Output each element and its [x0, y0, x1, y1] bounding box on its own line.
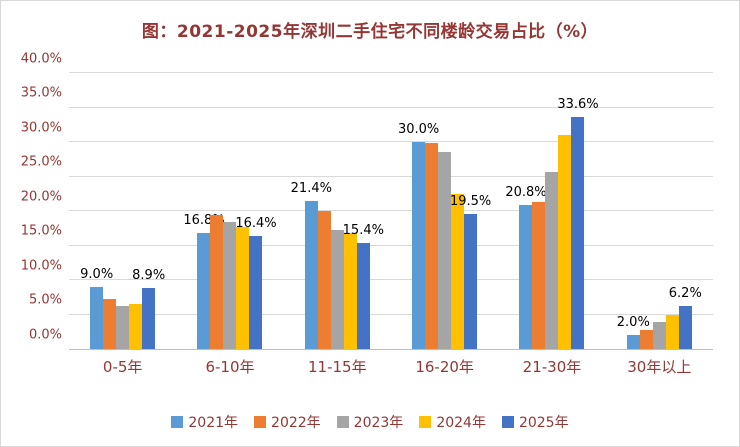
x-axis-label: 0-5年	[102, 358, 143, 376]
category-group: 16.8% 16.4% 6-10年	[176, 73, 283, 376]
bar-value-label: 19.5%	[449, 194, 492, 210]
bar	[425, 142, 439, 349]
y-axis-tick-label: 10.0%	[20, 258, 62, 273]
y-axis-tick-label: 0.0%	[28, 327, 62, 342]
bar: 6.2%	[669, 286, 702, 349]
y-axis-tick-label: 15.0%	[20, 223, 62, 239]
x-axis-label: 16-20年	[415, 358, 474, 376]
gridline	[69, 313, 713, 315]
y-axis-tick-label: 5.0%	[28, 292, 62, 308]
bar	[639, 329, 653, 349]
category-group: 21.4% 15.4% 11-15年	[284, 73, 391, 376]
bar: 33.6%	[557, 97, 599, 349]
legend-marker	[254, 416, 267, 428]
legend-item: 2023年	[336, 412, 404, 432]
bar-value-label: 8.9%	[132, 267, 166, 283]
bar	[558, 135, 572, 349]
bar-groups: 9.0% 8.9% 0-5年 16.8% 16.4% 6-10年 21.4% 15.4% 11-…	[69, 73, 713, 376]
chart-title: 图：2021-2025年深圳二手住宅不同楼龄交易占比（%）	[141, 22, 599, 42]
bar	[343, 233, 357, 349]
bar	[236, 226, 250, 349]
bar: 9.0%	[80, 267, 113, 349]
x-axis-label: 30年以上	[627, 358, 692, 376]
legend-label: 2025年	[518, 415, 569, 431]
y-axis-tick-label: 20.0%	[20, 189, 62, 204]
legend-label: 2021年	[188, 415, 239, 431]
gridline	[69, 106, 713, 108]
y-axis-tick-label: 40.0%	[20, 51, 62, 66]
bar: 16.8%	[183, 213, 225, 349]
bar: 2.0%	[617, 315, 650, 349]
legend: 2021年 2022年 2023年 2024年 2025年	[1, 412, 739, 432]
bar-value-label: 20.8%	[505, 185, 547, 201]
legend-label: 2024年	[436, 415, 486, 431]
bar-value-label: 9.0%	[80, 266, 114, 282]
bar-value-label: 21.4%	[290, 181, 332, 197]
gridline	[69, 279, 713, 280]
gridline	[69, 72, 713, 73]
x-axis-label: 11-15年	[308, 358, 367, 376]
bar	[129, 304, 143, 349]
bar-value-label: 15.4%	[342, 222, 384, 238]
bar: 16.4%	[235, 216, 277, 349]
bar: 8.9%	[132, 268, 165, 349]
bar	[330, 230, 344, 349]
bar: 15.4%	[343, 223, 384, 349]
legend-label: 2022年	[271, 415, 321, 431]
gridline	[69, 210, 713, 211]
legend-label: 2023年	[353, 415, 404, 431]
legend-marker	[336, 416, 349, 428]
legend-item: 2025年	[501, 412, 569, 432]
legend-item: 2024年	[419, 412, 486, 432]
legend-item: 2021年	[171, 412, 238, 432]
y-axis-tick-label: 30.0%	[20, 120, 62, 135]
bar-value-label: 16.4%	[235, 215, 277, 231]
x-axis-label: 21-30年	[522, 358, 582, 376]
bar	[665, 314, 679, 349]
bar: 21.4%	[291, 181, 332, 349]
gridline	[69, 175, 713, 177]
category-group: 30.0% 19.5% 16-20年	[391, 73, 498, 376]
bar	[317, 211, 331, 349]
bar	[103, 298, 117, 349]
bar	[545, 172, 559, 349]
y-axis-tick-label: 25.0%	[20, 154, 62, 170]
bar	[438, 151, 452, 349]
category-group: 2.0% 6.2% 30年以上	[606, 73, 713, 376]
category-group: 20.8% 33.6% 21-30年	[498, 73, 605, 376]
gridline	[69, 244, 713, 246]
bar	[116, 305, 130, 349]
legend-marker	[419, 416, 432, 428]
y-axis-tick-label: 35.0%	[20, 85, 62, 101]
legend-marker	[171, 416, 184, 428]
bar-value-label: 6.2%	[668, 286, 702, 302]
legend-marker	[501, 416, 514, 428]
legend-item: 2022年	[254, 412, 321, 432]
bar: 19.5%	[450, 194, 491, 349]
bar	[223, 222, 237, 349]
bar	[451, 193, 465, 349]
bar	[652, 322, 666, 349]
category-group: 9.0% 8.9% 0-5年	[69, 73, 176, 376]
plot-area: 0.0% 5.0% 10.0% 15.0% 20.0% 25.0% 30.0% 35.0% 40…	[21, 51, 713, 376]
bar	[532, 202, 546, 349]
bar: 20.8%	[505, 185, 547, 349]
gridline	[69, 141, 713, 142]
x-axis-label: 6-10年	[205, 358, 255, 376]
bar-value-label: 30.0%	[397, 122, 440, 137]
bar: 30.0%	[398, 122, 439, 349]
bar-value-label: 33.6%	[557, 97, 599, 113]
bar-value-label: 2.0%	[616, 315, 650, 331]
bar	[210, 215, 224, 349]
